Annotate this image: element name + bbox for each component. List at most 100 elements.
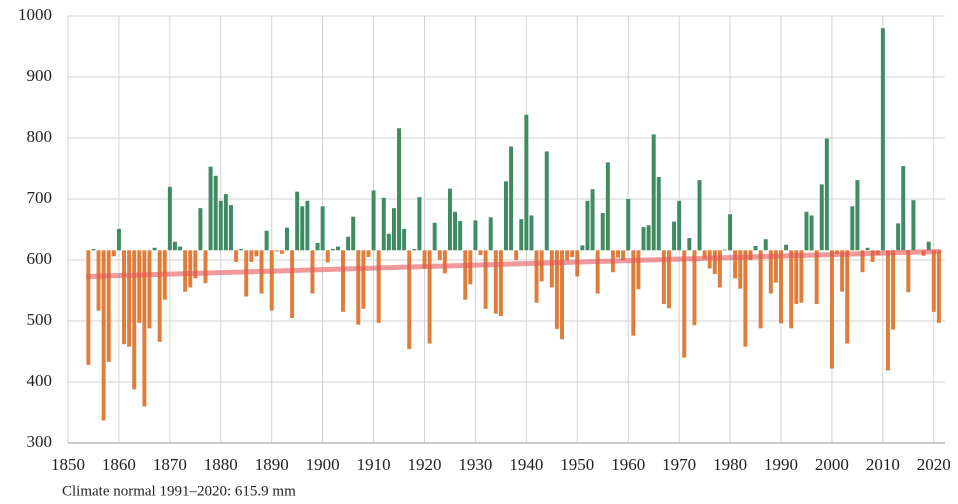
bar [936,250,941,323]
bar [885,250,890,371]
bar [178,246,183,251]
bar [672,221,677,251]
bar [234,250,239,262]
bar [132,250,137,390]
x-tick-label: 1950 [560,455,594,474]
bar [391,208,396,251]
bar [773,250,778,283]
bar [560,250,564,340]
bar [361,250,366,309]
bar [478,250,483,256]
bar [101,250,106,421]
bar [565,250,570,260]
bar [498,250,503,317]
bar [661,250,666,304]
x-tick-label: 1860 [102,455,136,474]
bar [794,250,799,304]
bar [432,222,437,251]
bar [371,190,376,251]
x-tick-label: 1920 [408,455,442,474]
bar [381,197,386,251]
bar [763,239,768,251]
bar [458,220,463,251]
bar [346,236,351,251]
bar [656,177,661,251]
bar [931,250,936,312]
y-tick-label: 900 [27,66,53,85]
bar [106,250,111,362]
bar [580,245,585,251]
bar [249,250,254,262]
bar [86,250,91,365]
bar [402,228,407,251]
bar [279,250,284,254]
bar [300,206,305,251]
bar [366,250,371,257]
bar [335,246,340,251]
bar [728,214,733,251]
y-tick-label: 800 [27,127,53,146]
bar [870,250,875,262]
bar [427,250,432,344]
bar [534,250,539,303]
bar [646,225,651,251]
bar [697,180,702,251]
bar [692,250,697,326]
bar [641,227,646,251]
bar [529,215,534,251]
x-tick-label: 1980 [713,455,747,474]
x-tick-label: 1880 [204,455,238,474]
bar [814,250,819,304]
bar [407,250,412,350]
x-tick-label: 1850 [51,455,85,474]
bar [717,250,722,288]
bar [198,208,203,251]
bar [330,249,335,251]
bar [554,250,559,329]
bar [896,223,901,251]
bar [447,188,452,251]
bar [809,215,814,251]
bar [600,213,605,251]
bar [850,206,855,251]
x-tick-label: 1890 [255,455,289,474]
bar [453,211,458,251]
x-tick-label: 1870 [153,455,187,474]
x-tick-label: 1990 [764,455,798,474]
bar [702,250,707,259]
bar [295,191,300,251]
bar [616,250,621,258]
bar [305,200,310,251]
bar [122,250,127,345]
bar [636,250,641,290]
bar [789,250,794,329]
bar [651,134,656,251]
bar [906,250,911,293]
bar [570,250,575,257]
bar [203,250,208,284]
bar [779,250,783,324]
bar [824,138,829,251]
bar [605,162,610,251]
bar [91,249,96,251]
bar [901,166,906,251]
bar [183,250,188,292]
bar [519,219,524,251]
bar [320,206,325,251]
bar [549,250,554,288]
bar [473,220,478,251]
bar [712,250,717,275]
bar [386,233,391,251]
bar [666,250,671,309]
bar [274,250,279,252]
bar [463,250,468,300]
x-tick-label: 1960 [611,455,645,474]
bar [193,250,198,279]
bar [208,166,213,251]
bar [911,200,916,251]
bar [855,180,860,251]
y-tick-label: 700 [27,188,53,207]
bar [223,194,228,251]
